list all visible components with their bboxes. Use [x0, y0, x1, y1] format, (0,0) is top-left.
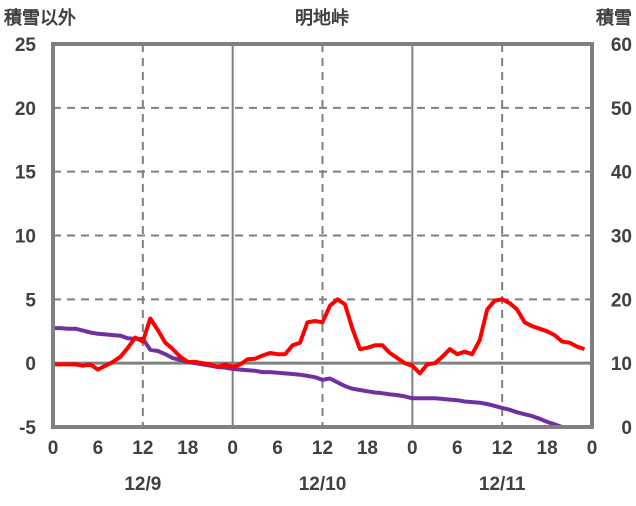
x-tick-label: 0 [407, 438, 418, 459]
x-tick-label: 18 [537, 438, 558, 459]
right-tick-label: 60 [611, 35, 632, 56]
x-tick-label: 0 [48, 438, 59, 459]
x-tick-label: 6 [452, 438, 463, 459]
date-label: 12/11 [479, 474, 526, 495]
x-tick-label: 6 [272, 438, 283, 459]
x-tick-label: 0 [227, 438, 238, 459]
left-tick-label: 0 [25, 354, 36, 375]
x-tick-label: 18 [357, 438, 378, 459]
left-tick-label: 15 [15, 163, 37, 184]
x-tick-label: 6 [93, 438, 104, 459]
right-tick-label: 30 [611, 227, 632, 248]
right-tick-label: 20 [611, 290, 632, 311]
left-tick-label: 25 [15, 35, 37, 56]
right-tick-label: 40 [611, 163, 632, 184]
x-tick-label: 12 [132, 438, 153, 459]
right-tick-label: 0 [621, 418, 632, 439]
left-tick-label: -5 [19, 418, 36, 439]
left-axis-title: 積雪以外 [3, 7, 76, 28]
left-tick-label: 5 [25, 290, 36, 311]
plot-frame [51, 42, 594, 429]
series-group [53, 297, 586, 429]
x-tick-label: 12 [312, 438, 333, 459]
x-tick-label: 18 [177, 438, 198, 459]
date-label: 12/10 [299, 474, 347, 495]
left-tick-label: 20 [15, 99, 36, 120]
x-tick-label: 0 [587, 438, 598, 459]
x-tick-label: 12 [492, 438, 513, 459]
right-tick-label: 10 [611, 354, 632, 375]
left-tick-label: 10 [15, 227, 36, 248]
chart-title: 明地峠 [295, 7, 349, 28]
date-label: 12/9 [124, 474, 161, 495]
right-tick-label: 50 [611, 99, 632, 120]
temperature-line [53, 297, 586, 376]
grid [53, 44, 592, 427]
right-axis-title: 積雪 [595, 7, 632, 28]
